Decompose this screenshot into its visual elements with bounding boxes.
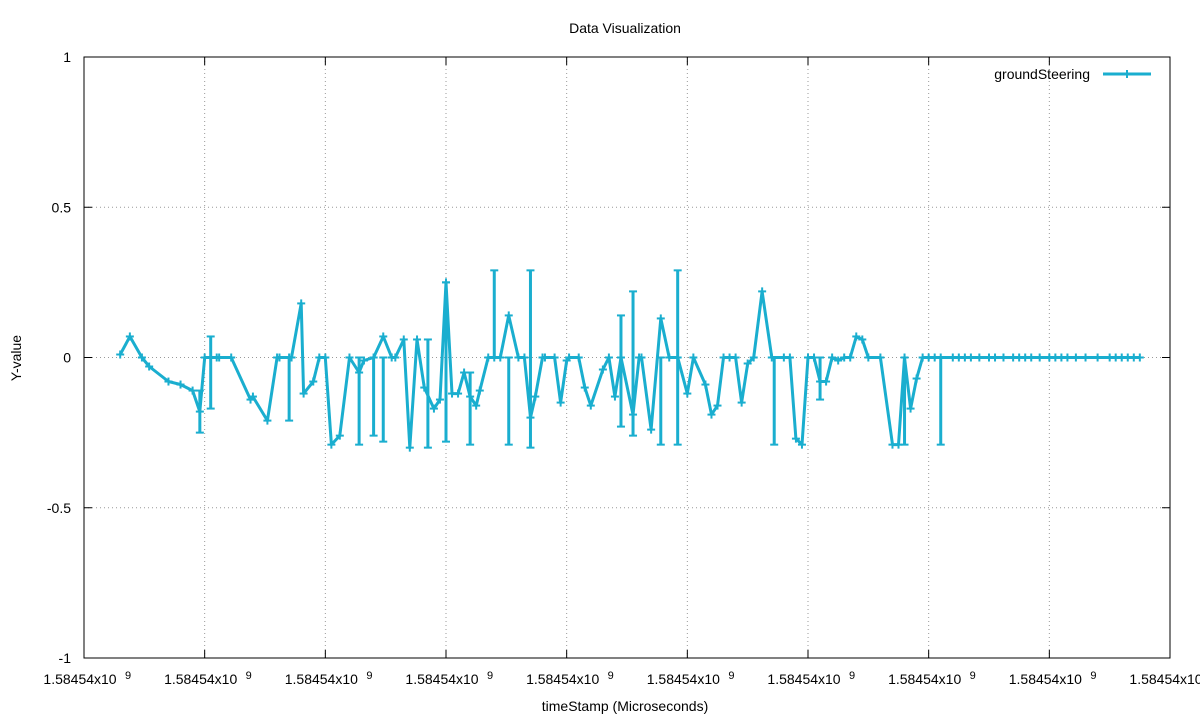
- y-tick-labels: 1 0.5 0 -0.5 -1: [47, 49, 71, 666]
- x-tick-label: 1.58454x10: [1129, 671, 1200, 687]
- y-tick-label: 0.5: [52, 199, 72, 215]
- y-tick-label: 1: [63, 49, 71, 65]
- y-tick-label: -1: [59, 650, 72, 666]
- x-tick-exponent: 9: [366, 670, 372, 682]
- x-tick-exponent: 9: [487, 670, 493, 682]
- x-tick-exponent: 9: [1090, 670, 1096, 682]
- x-tick-label: 1.58454x10: [405, 671, 478, 687]
- x-tick-exponent: 9: [608, 670, 614, 682]
- x-tick-exponent: 9: [849, 670, 855, 682]
- x-tick-label: 1.58454x10: [767, 671, 840, 687]
- series-layer: [116, 269, 1144, 452]
- y-tick-label: -0.5: [47, 500, 71, 516]
- series-line-groundSteering: [118, 280, 1140, 450]
- x-tick-exponent: 9: [728, 670, 734, 682]
- y-tick-label: 0: [63, 350, 71, 366]
- x-tick-label: 1.58454x10: [647, 671, 720, 687]
- x-tick-label: 1.58454x10: [285, 671, 358, 687]
- x-tick-exponent: 9: [125, 670, 131, 682]
- legend: groundSteering: [994, 66, 1151, 82]
- y-axis-label: Y-value: [8, 335, 24, 381]
- axis-ticks: [83, 56, 1171, 659]
- legend-label: groundSteering: [994, 66, 1090, 82]
- x-tick-label: 1.58454x10: [1009, 671, 1082, 687]
- x-tick-label: 1.58454x10: [43, 671, 116, 687]
- x-tick-label: 1.58454x10: [888, 671, 961, 687]
- x-tick-labels: 1.58454x10 9 1.58454x10 9 1.58454x10 9 1.58454…: [43, 670, 1200, 687]
- x-tick-exponent: 9: [970, 670, 976, 682]
- x-tick-label: 1.58454x10: [164, 671, 237, 687]
- x-tick-label: 1.58454x10: [526, 671, 599, 687]
- x-tick-exponent: 9: [246, 670, 252, 682]
- x-axis-label: timeStamp (Microseconds): [542, 698, 709, 714]
- chart-title: Data Visualization: [569, 20, 681, 36]
